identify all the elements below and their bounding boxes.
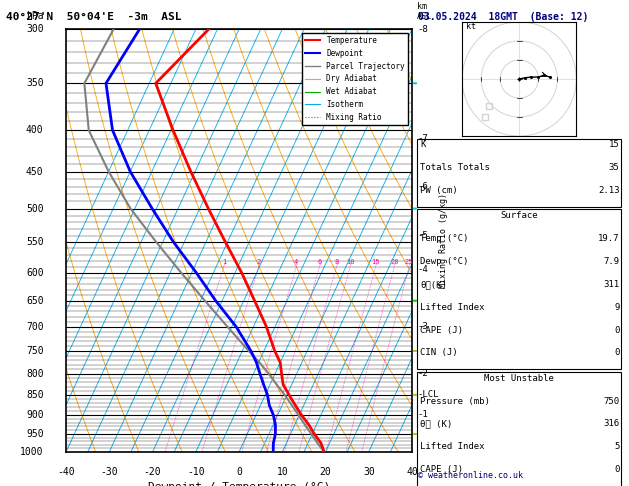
Text: kt: kt [466,22,476,32]
Text: 0: 0 [614,348,620,358]
Text: km
ASL: km ASL [417,2,432,21]
Text: -10: -10 [187,467,204,477]
Text: 7.9: 7.9 [603,257,620,266]
Text: CAPE (J): CAPE (J) [420,465,463,474]
Text: 0: 0 [614,326,620,335]
Text: CAPE (J): CAPE (J) [420,326,463,335]
Text: Surface: Surface [501,211,538,221]
Text: 35: 35 [609,163,620,173]
Text: 400: 400 [26,125,43,135]
Text: Pressure (mb): Pressure (mb) [420,397,490,406]
Text: 40°27'N  50°04'E  -3m  ASL: 40°27'N 50°04'E -3m ASL [6,12,182,22]
Text: 2.13: 2.13 [598,186,620,195]
Text: 10: 10 [346,259,354,264]
Text: 4: 4 [294,259,298,264]
Text: PW (cm): PW (cm) [420,186,458,195]
Text: 03.05.2024  18GMT  (Base: 12): 03.05.2024 18GMT (Base: 12) [418,12,589,22]
Text: Temp (°C): Temp (°C) [420,234,469,243]
Text: 10: 10 [276,467,288,477]
Text: CIN (J): CIN (J) [420,348,458,358]
Text: 316: 316 [603,419,620,429]
Text: Totals Totals: Totals Totals [420,163,490,173]
Text: 850: 850 [26,390,43,400]
Text: 0: 0 [614,465,620,474]
Text: 550: 550 [26,237,43,247]
Text: -20: -20 [143,467,162,477]
Text: 311: 311 [603,280,620,289]
Text: -3: -3 [417,322,428,331]
Text: 9: 9 [614,303,620,312]
Text: 600: 600 [26,268,43,278]
Text: -30: -30 [101,467,118,477]
Text: 15: 15 [371,259,380,264]
Text: Dewpoint / Temperature (°C): Dewpoint / Temperature (°C) [148,482,330,486]
Text: 700: 700 [26,322,43,332]
Text: © weatheronline.co.uk: © weatheronline.co.uk [418,471,523,480]
Text: 15: 15 [609,140,620,150]
Text: -6: -6 [417,182,428,191]
Legend: Temperature, Dewpoint, Parcel Trajectory, Dry Adiabat, Wet Adiabat, Isotherm, Mi: Temperature, Dewpoint, Parcel Trajectory… [302,33,408,125]
Text: 20: 20 [320,467,331,477]
Text: -4: -4 [417,265,428,274]
Text: hPa: hPa [26,11,43,21]
Text: 500: 500 [26,204,43,213]
Text: -40: -40 [57,467,75,477]
Text: -1: -1 [417,411,428,419]
Text: 5: 5 [614,442,620,451]
Text: Mixing Ratio (g/kg): Mixing Ratio (g/kg) [438,193,448,288]
Text: 40: 40 [406,467,418,477]
Text: 800: 800 [26,368,43,379]
Text: 950: 950 [26,429,43,439]
Text: θᴇ (K): θᴇ (K) [420,419,452,429]
Text: -8: -8 [417,25,428,34]
Text: 750: 750 [26,346,43,356]
Text: Lifted Index: Lifted Index [420,303,485,312]
Text: -7: -7 [417,134,428,143]
Text: 450: 450 [26,167,43,176]
Text: 1000: 1000 [20,447,43,457]
Text: 0: 0 [236,467,242,477]
Text: 19.7: 19.7 [598,234,620,243]
Text: Most Unstable: Most Unstable [484,374,554,383]
Text: 6: 6 [318,259,321,264]
Text: -LCL: -LCL [417,390,438,399]
Text: Dewp (°C): Dewp (°C) [420,257,469,266]
Text: 2: 2 [257,259,261,264]
Text: 1: 1 [221,259,226,264]
Text: 750: 750 [603,397,620,406]
Text: -2: -2 [417,369,428,378]
Text: 20: 20 [390,259,399,264]
Text: 900: 900 [26,410,43,420]
Text: 350: 350 [26,78,43,88]
Text: 650: 650 [26,295,43,306]
Text: 8: 8 [335,259,338,264]
Text: 30: 30 [363,467,375,477]
Text: 25: 25 [405,259,413,264]
Text: K: K [420,140,426,150]
Text: -5: -5 [417,231,428,240]
Text: 300: 300 [26,24,43,34]
Text: Lifted Index: Lifted Index [420,442,485,451]
Text: θᴇ(K): θᴇ(K) [420,280,447,289]
